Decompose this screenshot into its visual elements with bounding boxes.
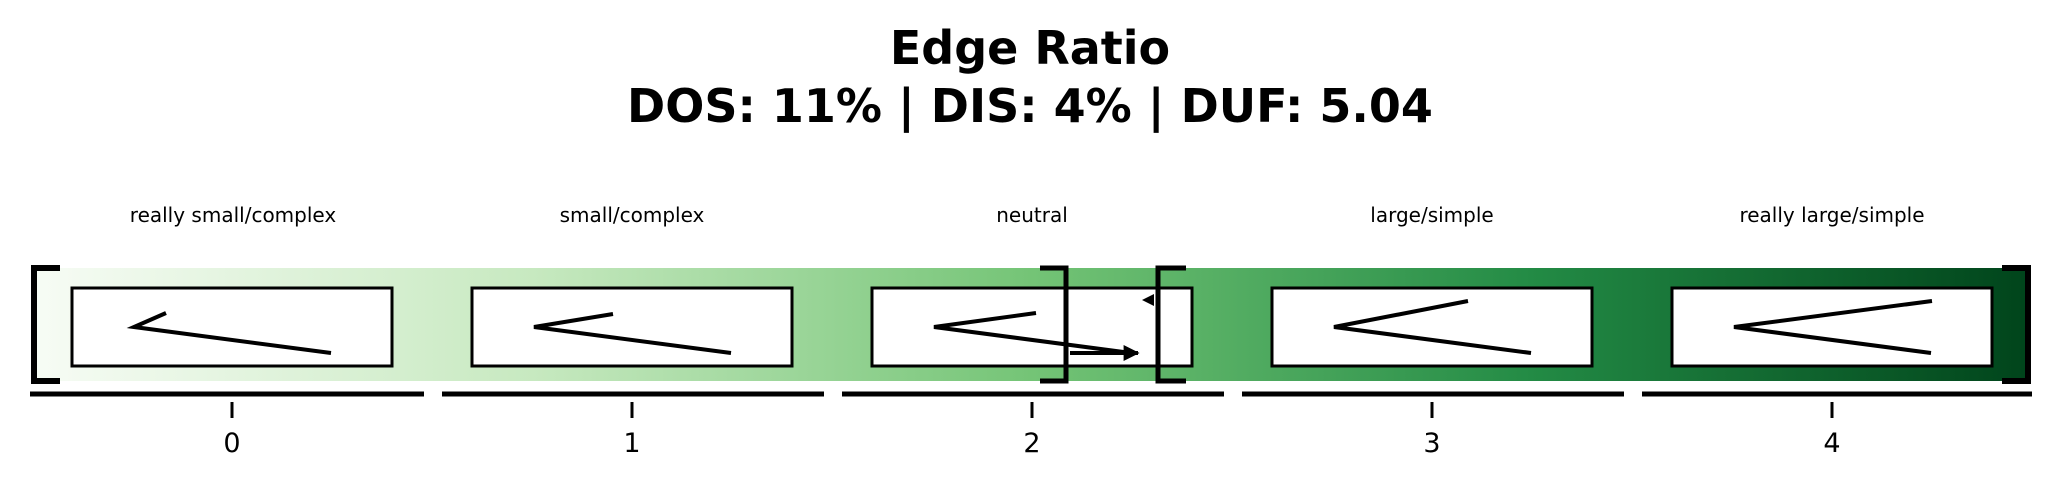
category-box-4: [1670, 286, 1994, 368]
interval-bracket-left: [1155, 265, 1186, 384]
tick-label-1: 1: [623, 428, 640, 459]
tick-label-2: 2: [1023, 428, 1040, 459]
category-box-0: [70, 286, 394, 368]
tick-label-4: 4: [1823, 428, 1840, 459]
category-label-2: neutral: [996, 203, 1068, 227]
category-label-4: really large/simple: [1739, 203, 1924, 227]
edge-glyph-3: [1333, 299, 1532, 355]
category-box-3: [1270, 286, 1594, 368]
interval-bracket-right: [1040, 265, 1069, 384]
category-label-3: large/simple: [1370, 203, 1493, 227]
axis-ticks: [230, 402, 1834, 418]
edge-glyph-4: [1733, 299, 1933, 355]
range-bracket-left: [31, 265, 60, 384]
chart-subtitle: DOS: 11% | DIS: 4% | DUF: 5.04: [627, 79, 1433, 134]
edge-glyph-1: [533, 312, 732, 355]
category-label-1: small/complex: [560, 203, 705, 227]
chart-title: Edge Ratio: [890, 21, 1170, 75]
pointer-arrow-small: [1142, 294, 1154, 306]
category-label-0: really small/complex: [130, 203, 337, 227]
edge-glyph-0: [126, 311, 332, 355]
category-box-1: [470, 286, 794, 368]
range-bracket-right: [2002, 265, 2031, 384]
tick-label-0: 0: [223, 428, 240, 459]
tick-label-3: 3: [1423, 428, 1440, 459]
